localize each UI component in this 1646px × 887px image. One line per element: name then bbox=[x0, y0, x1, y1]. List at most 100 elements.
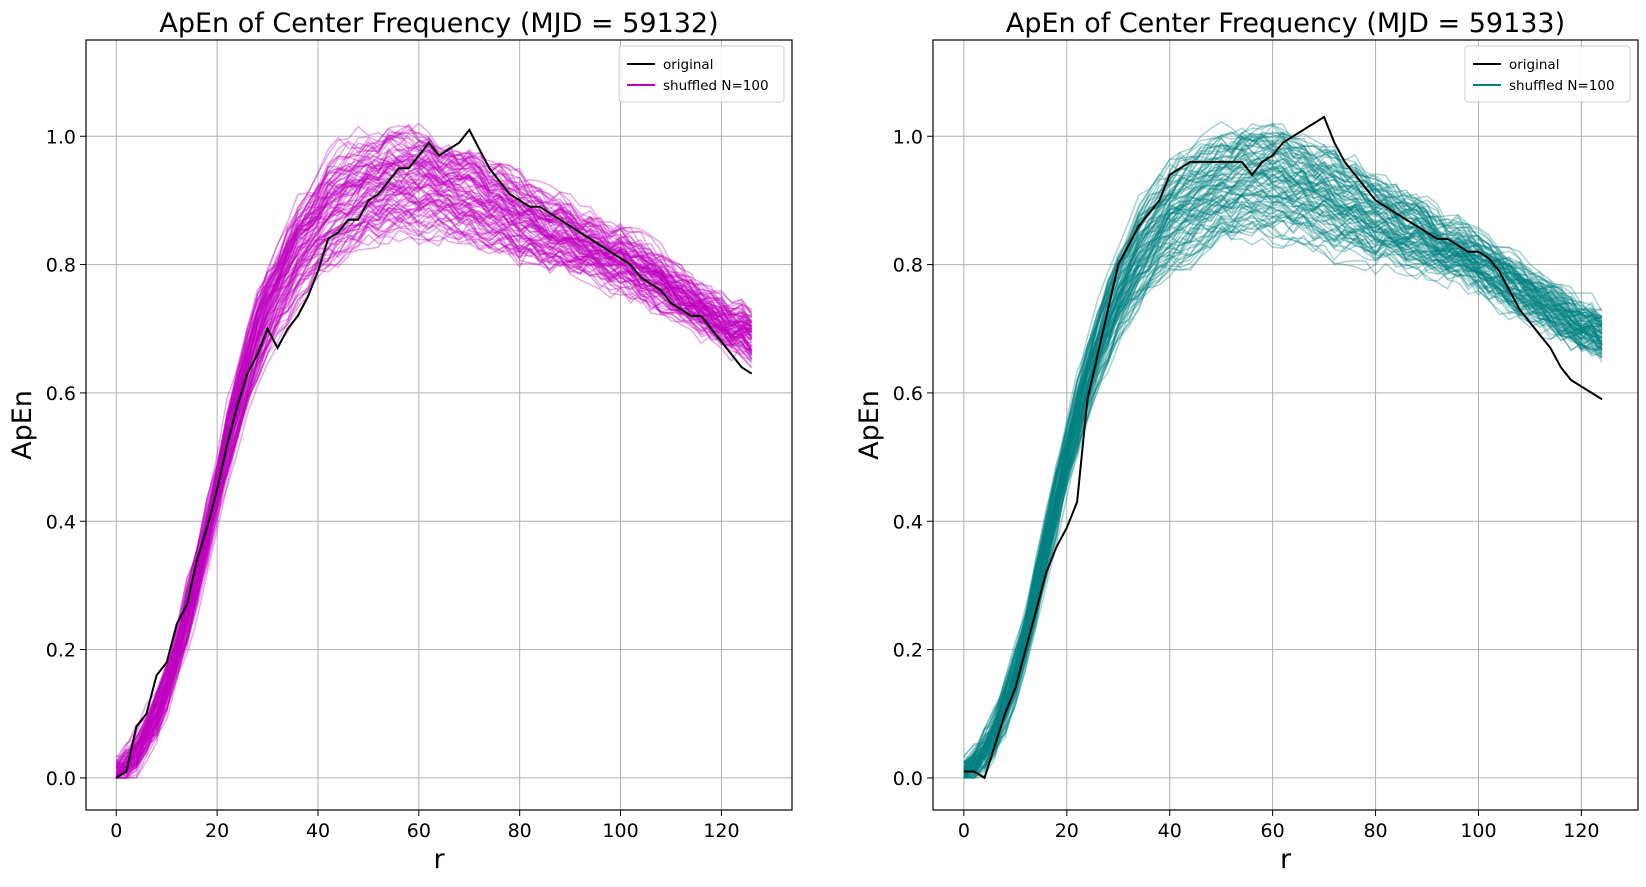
shuffled-run-line bbox=[115, 187, 753, 778]
shuffled-run-line bbox=[115, 185, 753, 775]
plot-frame bbox=[85, 39, 793, 811]
shuffled-run-line bbox=[963, 204, 1603, 779]
shuffled-run-line bbox=[116, 135, 753, 757]
shuffled-run-line bbox=[115, 145, 753, 767]
shuffled-run-line bbox=[963, 146, 1603, 764]
shuffled-run-line bbox=[963, 221, 1603, 779]
shuffled-run-line bbox=[115, 211, 753, 779]
shuffled-run-line bbox=[963, 215, 1603, 774]
shuffled-run-line bbox=[963, 185, 1603, 774]
shuffled-run-line bbox=[963, 214, 1603, 773]
shuffled-run-line bbox=[963, 191, 1603, 774]
shuffled-run-line bbox=[963, 135, 1603, 772]
y-axis-label: ApEn bbox=[854, 390, 885, 460]
shuffled-run-line bbox=[116, 141, 753, 773]
shuffled-run-line bbox=[115, 180, 753, 779]
shuffled-run-line bbox=[963, 153, 1603, 779]
shuffled-run-line bbox=[116, 177, 752, 779]
y-tick-label: 0.6 bbox=[46, 383, 76, 405]
legend-label: original bbox=[1509, 57, 1559, 73]
y-tick-label: 0.2 bbox=[46, 640, 76, 662]
shuffled-run-line bbox=[963, 139, 1603, 779]
shuffled-run-line bbox=[963, 206, 1603, 779]
shuffled-run-line bbox=[115, 218, 753, 776]
shuffled-run-line bbox=[116, 178, 752, 776]
plot-area bbox=[963, 115, 1603, 780]
shuffled-run-line bbox=[963, 131, 1603, 774]
shuffled-run-line bbox=[115, 132, 753, 778]
shuffled-run-line bbox=[116, 181, 753, 775]
shuffled-run-line bbox=[115, 204, 752, 765]
shuffled-run-line bbox=[963, 132, 1603, 757]
shuffled-run-line bbox=[963, 174, 1603, 765]
y-tick-label: 0.0 bbox=[893, 768, 923, 790]
shuffled-run-line bbox=[963, 131, 1603, 767]
shuffled-run-line bbox=[115, 124, 753, 764]
shuffled-run-line bbox=[116, 154, 752, 777]
shuffled-run-line bbox=[116, 157, 753, 766]
shuffled-run-line bbox=[115, 134, 753, 779]
shuffled-run-line bbox=[115, 132, 753, 763]
shuffled-run-line bbox=[963, 173, 1603, 769]
shuffled-run-line bbox=[115, 158, 753, 774]
shuffled-run-line bbox=[963, 152, 1603, 779]
shuffled-run-line bbox=[115, 205, 753, 779]
shuffled-run-line bbox=[963, 167, 1603, 778]
shuffled-run-line bbox=[963, 207, 1603, 769]
shuffled-run-line bbox=[963, 212, 1603, 771]
shuffled-run-line bbox=[116, 125, 752, 769]
shuffled-run-line bbox=[963, 158, 1603, 771]
shuffled-run-line bbox=[115, 136, 753, 758]
shuffled-run-line bbox=[963, 167, 1603, 771]
shuffled-run-line bbox=[115, 176, 752, 779]
y-tick-label: 0.8 bbox=[46, 255, 76, 277]
shuffled-run-line bbox=[115, 198, 753, 779]
shuffled-run-line bbox=[963, 212, 1603, 777]
chart-title: ApEn of Center Frequency (MJD = 59132) bbox=[159, 8, 718, 39]
shuffled-run-line bbox=[963, 133, 1603, 775]
legend-box bbox=[1464, 45, 1631, 103]
shuffled-run-line bbox=[115, 153, 753, 770]
shuffled-run-line bbox=[963, 132, 1603, 765]
shuffled-run-line bbox=[115, 151, 753, 765]
shuffled-run-line bbox=[963, 131, 1603, 763]
shuffled-run-line bbox=[116, 131, 753, 768]
shuffled-run-line bbox=[963, 214, 1603, 772]
shuffled-run-line bbox=[963, 190, 1603, 767]
shuffled-run-line bbox=[963, 200, 1603, 778]
x-axis-label: r bbox=[1280, 844, 1292, 875]
shuffled-runs bbox=[115, 122, 753, 779]
y-tick-label: 0.4 bbox=[46, 511, 76, 533]
shuffled-run-line bbox=[963, 161, 1603, 768]
shuffled-run-line bbox=[115, 211, 753, 779]
shuffled-run-line bbox=[963, 190, 1603, 764]
shuffled-run-line bbox=[963, 222, 1603, 779]
x-tick-label: 60 bbox=[1261, 820, 1285, 842]
shuffled-run-line bbox=[963, 181, 1603, 776]
shuffled-run-line bbox=[115, 170, 753, 777]
shuffled-run-line bbox=[963, 197, 1603, 772]
y-tick-label: 1.0 bbox=[46, 126, 76, 148]
shuffled-run-line bbox=[116, 197, 753, 774]
shuffled-run-line bbox=[115, 199, 753, 779]
shuffled-run-line bbox=[963, 186, 1603, 779]
shuffled-run-line bbox=[115, 189, 753, 779]
x-tick-label: 120 bbox=[703, 820, 739, 842]
shuffled-run-line bbox=[963, 127, 1603, 764]
shuffled-run-line bbox=[963, 210, 1603, 779]
shuffled-run-line bbox=[115, 194, 753, 765]
shuffled-run-line bbox=[963, 122, 1603, 773]
x-tick-label: 100 bbox=[602, 820, 638, 842]
shuffled-run-line bbox=[115, 182, 753, 777]
shuffled-run-line bbox=[963, 168, 1603, 772]
shuffled-run-line bbox=[963, 202, 1603, 777]
shuffled-run-line bbox=[963, 138, 1603, 775]
original-series-line bbox=[115, 127, 753, 779]
x-tick-label: 80 bbox=[1363, 820, 1387, 842]
shuffled-run-line bbox=[963, 191, 1603, 770]
shuffled-run-line bbox=[963, 181, 1603, 767]
y-tick-label: 1.0 bbox=[893, 126, 923, 148]
shuffled-run-line bbox=[115, 125, 752, 762]
x-tick-label: 0 bbox=[110, 820, 122, 842]
